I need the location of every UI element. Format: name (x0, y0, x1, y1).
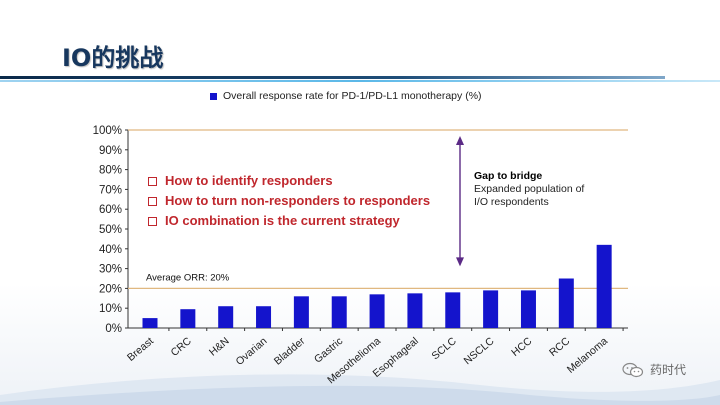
y-tick-label: 20% (99, 283, 122, 295)
x-tick-label: NSCLC (462, 335, 497, 367)
x-tick-label: Gastric (312, 335, 345, 366)
title-underline (0, 76, 665, 79)
bar (256, 306, 272, 328)
bar (369, 294, 385, 328)
legend-swatch (210, 92, 217, 100)
gap-line: Expanded population of (474, 183, 585, 195)
checkbox-bullet-icon (148, 177, 157, 186)
bar (218, 306, 234, 328)
legend-label: Overall response rate for PD-1/PD-L1 mon… (223, 90, 482, 102)
x-tick-label: H&N (207, 335, 232, 358)
bar (558, 278, 574, 328)
bar (483, 290, 499, 328)
gap-title: Gap to bridge (474, 170, 543, 182)
x-tick-label: CRC (169, 335, 194, 359)
y-tick-label: 0% (105, 323, 122, 335)
bar (331, 296, 347, 328)
watermark: 药时代 (622, 361, 686, 378)
callout-item: How to identify responders (148, 171, 430, 191)
callout-item: How to turn non-responders to responders (148, 191, 430, 211)
checkbox-bullet-icon (148, 197, 157, 206)
bar (142, 318, 158, 328)
y-tick-label: 60% (99, 204, 122, 216)
y-tick-label: 90% (99, 145, 122, 157)
wechat-icon (622, 362, 644, 377)
reference-line-label: Average ORR: 20% (146, 272, 230, 283)
bar (407, 293, 423, 328)
gap-arrow-head-down (456, 257, 464, 267)
callout-text: How to turn non-responders to responders (165, 193, 431, 208)
x-tick-label: Ovarian (234, 335, 270, 368)
bar (180, 309, 196, 328)
watermark-label: 药时代 (650, 363, 687, 377)
gap-annotation: Gap to bridge Expanded population of I/O… (474, 170, 584, 209)
y-tick-label: 100% (93, 125, 122, 137)
gap-line: I/O respondents (474, 196, 549, 208)
bar (520, 290, 536, 328)
gap-arrow-head-up (456, 136, 464, 145)
callout-text: How to identify responders (165, 173, 333, 188)
x-tick-label: HCC (509, 335, 534, 359)
bar (293, 296, 309, 328)
y-tick-label: 30% (99, 264, 122, 276)
bar (596, 244, 612, 328)
callout-item: IO combination is the current strategy (148, 211, 430, 231)
checkbox-bullet-icon (148, 217, 157, 226)
x-tick-label: Bladder (272, 335, 308, 368)
callout-list: How to identify responders How to turn n… (148, 171, 430, 231)
x-tick-label: SCLC (430, 335, 459, 362)
chart-legend: Overall response rate for PD-1/PD-L1 mon… (210, 90, 482, 102)
y-tick-label: 50% (99, 224, 122, 236)
bar (445, 292, 461, 328)
title-underline-accent (0, 80, 720, 82)
x-tick-label: Melanoma (565, 335, 610, 376)
x-tick-label: Breast (125, 335, 156, 364)
callout-text: IO combination is the current strategy (165, 213, 400, 228)
y-tick-label: 70% (99, 184, 122, 196)
y-tick-label: 10% (99, 303, 122, 315)
x-tick-label: RCC (547, 335, 572, 359)
y-tick-label: 80% (99, 165, 122, 177)
y-tick-label: 40% (99, 244, 122, 256)
slide-title: IO的挑战 (62, 44, 164, 72)
